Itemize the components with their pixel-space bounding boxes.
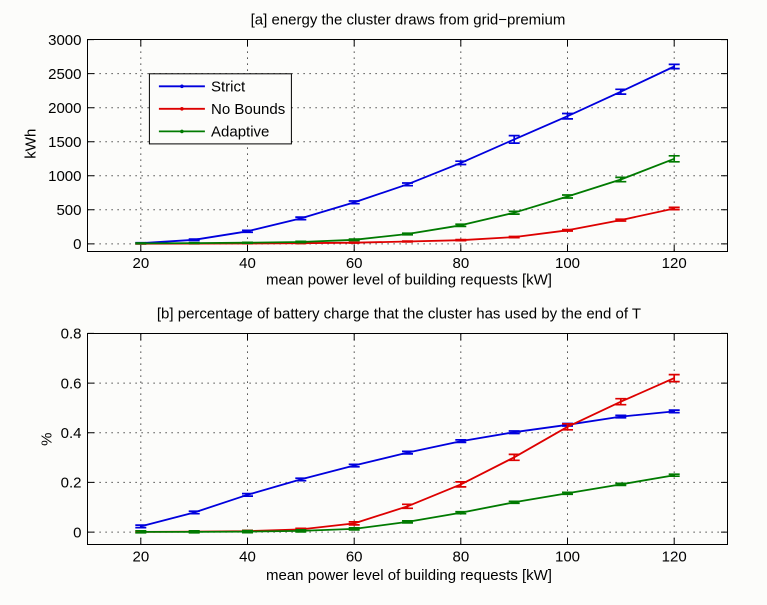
svg-text:3000: 3000 (48, 32, 81, 49)
svg-text:80: 80 (452, 548, 469, 565)
svg-text:60: 60 (346, 548, 363, 565)
svg-text:500: 500 (56, 202, 81, 219)
svg-text:Adaptive: Adaptive (211, 124, 269, 141)
svg-text:120: 120 (662, 255, 687, 272)
svg-text:0.2: 0.2 (61, 475, 82, 492)
svg-text:40: 40 (239, 255, 256, 272)
svg-text:100: 100 (555, 548, 580, 565)
svg-text:0.6: 0.6 (61, 375, 82, 392)
svg-text:mean power level of building r: mean power level of building requests [k… (266, 567, 552, 584)
svg-text:0.4: 0.4 (61, 425, 82, 442)
svg-text:Strict: Strict (211, 79, 246, 96)
svg-text:2500: 2500 (48, 66, 81, 83)
svg-text:0.8: 0.8 (61, 326, 82, 343)
svg-text:20: 20 (132, 548, 149, 565)
svg-text:120: 120 (662, 548, 687, 565)
svg-text:No Bounds: No Bounds (211, 101, 285, 118)
svg-text:[a] energy the cluster draws f: [a] energy the cluster draws from grid−p… (251, 11, 566, 28)
svg-text:40: 40 (239, 548, 256, 565)
svg-text:1000: 1000 (48, 168, 81, 185)
svg-text:100: 100 (555, 255, 580, 272)
svg-text:2000: 2000 (48, 100, 81, 117)
svg-text:[b] percentage of battery char: [b] percentage of battery charge that th… (157, 306, 641, 323)
svg-text:20: 20 (132, 255, 149, 272)
svg-text:0: 0 (73, 236, 81, 253)
svg-text:0: 0 (73, 524, 81, 541)
svg-text:80: 80 (452, 255, 469, 272)
svg-text:mean power level of building r: mean power level of building requests [k… (266, 272, 552, 289)
svg-text:60: 60 (346, 255, 363, 272)
svg-text:1500: 1500 (48, 134, 81, 151)
svg-text:kWh: kWh (23, 129, 40, 159)
svg-text:%: % (38, 433, 55, 446)
